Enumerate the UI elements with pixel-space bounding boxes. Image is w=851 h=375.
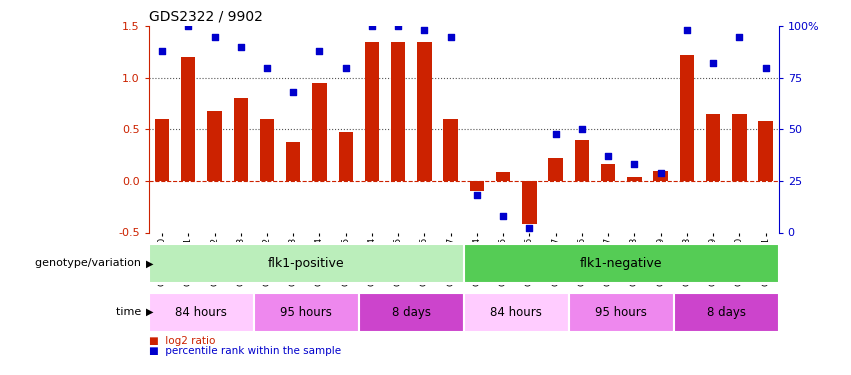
Bar — [260, 119, 274, 181]
Text: ▶: ▶ — [146, 307, 154, 317]
Bar — [391, 42, 405, 181]
Bar — [464, 293, 568, 332]
Point — [470, 192, 483, 198]
Bar — [496, 172, 511, 181]
Bar — [732, 114, 746, 181]
Bar — [286, 142, 300, 181]
Point — [733, 34, 746, 40]
Text: 84 hours: 84 hours — [175, 306, 227, 319]
Text: 8 days: 8 days — [706, 306, 745, 319]
Point — [680, 27, 694, 33]
Bar — [523, 181, 537, 224]
Text: 84 hours: 84 hours — [490, 306, 542, 319]
Point — [523, 225, 536, 231]
Point — [234, 44, 248, 50]
Text: ■  percentile rank within the sample: ■ percentile rank within the sample — [149, 345, 341, 355]
Bar — [233, 99, 248, 181]
Bar — [208, 111, 222, 181]
Bar — [568, 293, 674, 332]
Point — [339, 64, 352, 70]
Bar — [654, 171, 668, 181]
Text: 95 hours: 95 hours — [281, 306, 332, 319]
Text: 95 hours: 95 hours — [596, 306, 647, 319]
Point — [365, 23, 379, 29]
Point — [260, 64, 274, 70]
Point — [654, 170, 667, 176]
Bar — [601, 164, 615, 181]
Bar — [312, 83, 327, 181]
Bar — [443, 119, 458, 181]
Bar — [149, 244, 464, 283]
Text: flk1-positive: flk1-positive — [268, 257, 345, 270]
Bar — [705, 114, 720, 181]
Bar — [417, 42, 431, 181]
Point — [627, 161, 641, 167]
Bar — [365, 42, 380, 181]
Point — [759, 64, 773, 70]
Point — [208, 34, 221, 40]
Text: ▶: ▶ — [146, 258, 154, 268]
Point — [549, 130, 563, 136]
Bar — [464, 244, 779, 283]
Point — [575, 126, 589, 132]
Text: genotype/variation: genotype/variation — [35, 258, 145, 268]
Point — [444, 34, 458, 40]
Bar — [680, 55, 694, 181]
Bar — [254, 293, 359, 332]
Bar — [359, 293, 464, 332]
Point — [496, 213, 510, 219]
Text: ■  log2 ratio: ■ log2 ratio — [149, 336, 215, 346]
Bar — [627, 177, 642, 181]
Bar — [155, 119, 169, 181]
Bar — [470, 181, 484, 191]
Bar — [149, 293, 254, 332]
Text: GDS2322 / 9902: GDS2322 / 9902 — [149, 10, 263, 24]
Point — [181, 23, 195, 29]
Bar — [758, 121, 773, 181]
Bar — [548, 158, 563, 181]
Point — [602, 153, 615, 159]
Point — [391, 23, 405, 29]
Bar — [674, 293, 779, 332]
Bar — [574, 140, 589, 181]
Bar — [339, 132, 353, 181]
Text: time: time — [116, 307, 145, 317]
Text: 8 days: 8 days — [391, 306, 431, 319]
Text: flk1-negative: flk1-negative — [580, 257, 662, 270]
Point — [155, 48, 168, 54]
Point — [287, 89, 300, 95]
Point — [706, 60, 720, 66]
Point — [312, 48, 326, 54]
Bar — [181, 57, 196, 181]
Point — [418, 27, 431, 33]
